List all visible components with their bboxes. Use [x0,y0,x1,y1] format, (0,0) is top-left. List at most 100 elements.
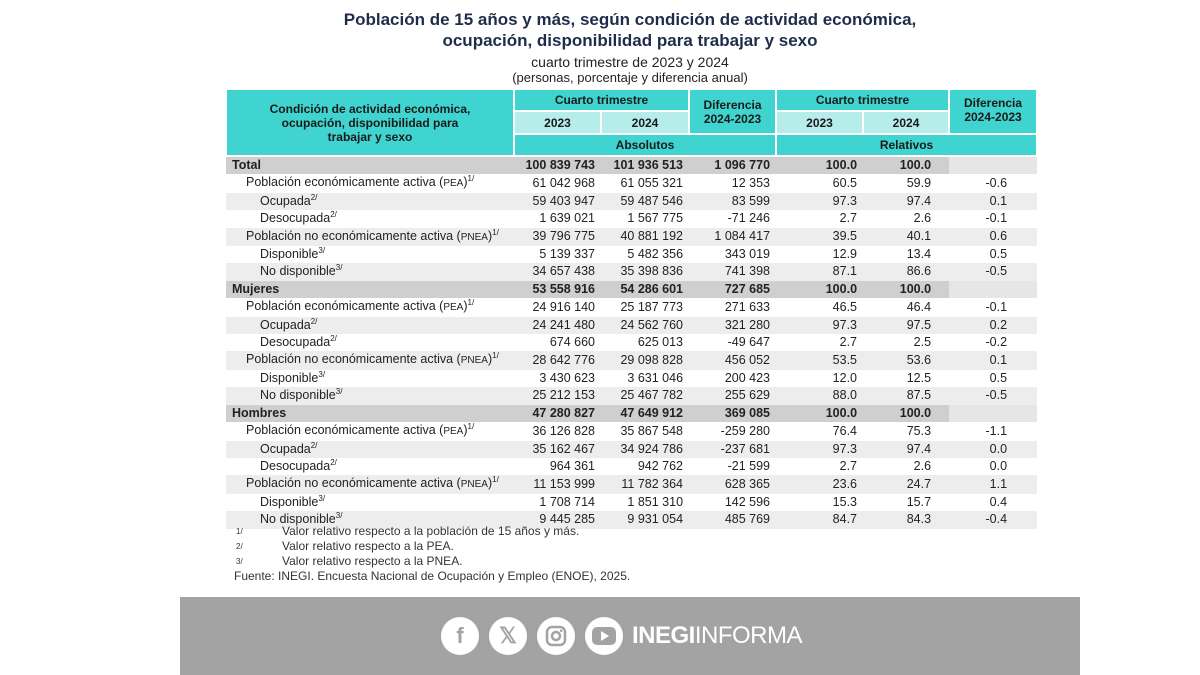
cell-abs-2023: 3 430 623 [539,370,595,385]
cell-abs-2024: 59 487 546 [601,192,690,211]
cell-abs-2024: 9 931 054 [601,511,690,529]
cell-rel-2023: 2.7 [839,211,858,226]
cell-rel-diff: -1.1 [985,423,1008,438]
cell-rel-2024: 86.6 [863,263,950,281]
cell-rel-2024: 53.6 [863,351,950,370]
cell-rel-2023: 97.3 [776,192,864,211]
footnote-ref: 1/ [467,421,475,431]
instagram-icon[interactable] [537,617,575,655]
cell-abs-2023: 53 558 916 [514,280,601,299]
footnotes: 1/Valor relativo respecto a la población… [234,524,630,584]
cell-rel-2024: 100.0 [863,280,950,299]
facebook-icon[interactable]: f [441,617,479,655]
table-row: Desocupada2/674 660 625 013 -49 647 2.7 2.5 -… [226,334,1037,351]
title-line-1: Población de 15 años y más, según condic… [343,10,917,29]
footnote-ref: 3/ [318,493,326,503]
cell-abs-2023: 61 042 968 [532,175,595,190]
cell-abs-2024: 47 649 912 [601,404,690,423]
row-label: No disponible3/ [226,387,514,405]
row-label: No disponible3/ [226,510,514,529]
cell-rel-diff: 0.4 [989,494,1008,509]
x-icon[interactable]: 𝕏 [489,617,527,655]
footnote-ref: 1/ [492,351,499,361]
footnote-ref: 2/ [310,192,318,202]
cell-rel-diff [949,280,1038,299]
cell-abs-2023: 9 445 285 [514,511,601,529]
cell-rel-2023: 53.5 [776,351,864,370]
cell-abs-diff: -71 246 [727,211,771,226]
cell-abs-2023: 5 139 337 [539,247,595,262]
footnote-ref: 3/ [335,510,343,520]
cell-rel-2024: 12.5 [906,370,932,385]
cell-abs-diff: 255 629 [689,387,777,405]
cell-rel-2023: 97.3 [776,440,864,458]
cell-abs-2023: 11 153 999 [514,475,601,494]
cell-abs-2023: 100 839 743 [514,156,601,175]
header-relative: Relativos [775,133,1039,157]
row-label: Ocupada2/ [226,192,514,211]
cell-rel-2023: 100.0 [776,156,864,175]
cell-abs-2024: 101 936 513 [601,156,690,175]
cell-abs-diff: 271 633 [724,299,771,314]
cell-abs-2023: 59 403 947 [514,192,601,211]
cell-rel-diff: 0.0 [989,458,1008,473]
cell-rel-diff: -0.5 [949,387,1038,405]
cell-abs-2024: 61 055 321 [620,175,684,190]
header-2023-rel: 2023 [775,110,865,135]
cell-abs-2024: 54 286 601 [601,280,690,299]
row-label: Desocupada2/ [260,457,337,473]
cell-abs-diff: -237 681 [689,440,777,458]
table-row: Población económicamente activa (PEA)1/3… [226,422,1037,440]
cell-abs-diff: 1 096 770 [689,156,777,175]
cell-rel-2023: 88.0 [776,387,864,405]
cell-abs-2023: 1 708 714 [539,494,595,509]
cell-abs-diff: 12 353 [731,175,771,190]
header-2024-rel: 2024 [862,110,951,135]
footnote: 1/Valor relativo respecto a la población… [236,524,580,538]
cell-rel-2024: 40.1 [863,227,950,247]
row-label: Disponible3/ [260,245,326,262]
cell-rel-2024: 46.4 [906,299,932,314]
cell-abs-diff: 83 599 [689,192,777,211]
cell-rel-2024: 2.6 [913,458,932,473]
row-label: Disponible3/ [260,493,326,509]
row-label: Desocupada2/ [260,333,337,350]
cell-abs-diff: 321 280 [689,316,777,335]
title-line-2: ocupación, disponibilidad para trabajar … [442,31,818,50]
table-row: Población no económicamente activa (PNEA… [226,475,1038,494]
footnote-ref: 2/ [330,457,337,467]
cell-abs-2024: 1 567 775 [627,211,684,226]
cell-rel-2023: 2.7 [839,458,858,473]
cell-rel-diff: 0.5 [989,247,1008,262]
cell-abs-2023: 35 162 467 [514,440,601,458]
cell-abs-2023: 47 280 827 [514,404,601,423]
cell-abs-diff: -259 280 [720,423,771,438]
cell-rel-2023: 46.5 [832,299,858,314]
table-row: Ocupada2/24 241 480 24 562 760 321 280 97.3… [226,316,1038,335]
table-row: Población económicamente activa (PEA)1/6… [226,174,1037,192]
cell-rel-2024: 75.3 [906,423,932,438]
cell-abs-diff: 369 085 [689,404,777,423]
cell-rel-diff: -0.1 [985,299,1008,314]
row-label: No disponible3/ [226,263,514,281]
header-quarter-rel: Cuarto trimestre [775,88,951,112]
table-row: Disponible3/5 139 337 5 482 356 343 019 12.… [226,246,1037,263]
group-row: Mujeres 53 558 916 54 286 601 727 685 100.0 1… [226,280,1038,299]
youtube-icon[interactable] [585,617,623,655]
cell-rel-diff: -0.1 [985,211,1008,226]
subtitle-1: cuarto trimestre de 2023 y 2024 [531,54,729,70]
header-condition: Condición de actividad económica, ocupac… [225,88,515,157]
footnote-ref: 1/ [467,174,475,184]
cell-abs-diff: 343 019 [724,247,771,262]
cell-rel-2023: 15.3 [832,494,858,509]
cell-rel-2024: 100.0 [863,404,950,423]
cell-abs-2024: 35 867 548 [620,423,684,438]
footnote-ref: 2/ [330,333,337,343]
cell-rel-diff: -0.4 [949,511,1038,529]
cell-rel-2023: 100.0 [776,404,864,423]
table-row: Población no económicamente activa (PNEA… [226,351,1038,370]
cell-rel-2024: 97.4 [863,440,950,458]
table-row: Desocupada2/1 639 021 1 567 775 -71 246 2.7… [226,210,1037,227]
row-label: Población económicamente activa (PEA)1/ [246,421,475,438]
brand-logo: INEGIINFORMA [632,622,803,649]
